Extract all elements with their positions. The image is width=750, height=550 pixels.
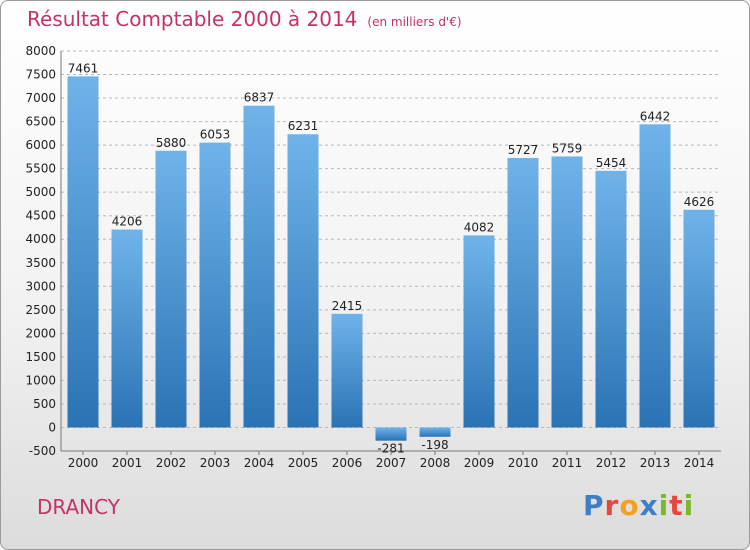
bar-2007: [375, 427, 407, 441]
x-tick-label: 2012: [596, 456, 627, 470]
y-tick-label: 2500: [25, 303, 56, 317]
bar-2009: [463, 235, 495, 428]
bar-2008: [419, 427, 451, 437]
value-label-2011: 5759: [552, 141, 583, 155]
x-tick-label: 2001: [112, 456, 143, 470]
x-tick-label: 2010: [508, 456, 539, 470]
x-tick-label: 2008: [420, 456, 451, 470]
y-tick-label: 4500: [25, 209, 56, 223]
chart-title: Résultat Comptable 2000 à 2014 (en millie…: [27, 7, 462, 31]
value-label-2014: 4626: [684, 195, 715, 209]
bar-2001: [111, 229, 143, 428]
bar-2003: [199, 142, 231, 428]
value-label-2000: 7461: [68, 61, 99, 75]
value-label-2003: 6053: [200, 128, 231, 142]
y-tick-label: 4000: [25, 232, 56, 246]
proxiti-logo: Proxiti: [583, 489, 694, 522]
x-tick-label: 2014: [684, 456, 715, 470]
x-tick-label: 2003: [200, 456, 231, 470]
logo-letter: P: [583, 489, 605, 522]
x-tick-label: 2002: [156, 456, 187, 470]
value-label-2004: 6837: [244, 91, 275, 105]
bar-2011: [551, 156, 583, 428]
bar-2000: [67, 76, 99, 428]
value-label-2007: -281: [377, 442, 404, 456]
x-tick-label: 2013: [640, 456, 671, 470]
y-tick-label: 1000: [25, 373, 56, 387]
x-tick-label: 2006: [332, 456, 363, 470]
value-label-2013: 6442: [640, 109, 671, 123]
logo-letter: o: [619, 489, 640, 522]
logo-letter: t: [669, 489, 684, 522]
y-tick-label: 1500: [25, 350, 56, 364]
value-label-2012: 5454: [596, 156, 627, 170]
x-tick-label: 2000: [68, 456, 99, 470]
bar-2010: [507, 157, 539, 428]
y-tick-label: 0: [48, 420, 56, 434]
value-label-2009: 4082: [464, 220, 495, 234]
value-label-2002: 5880: [156, 136, 187, 150]
y-tick-label: 6500: [25, 115, 56, 129]
bar-2012: [595, 170, 627, 428]
y-tick-label: -500: [29, 444, 56, 458]
x-tick-label: 2004: [244, 456, 275, 470]
y-tick-label: 3500: [25, 256, 56, 270]
value-label-2006: 2415: [332, 299, 363, 313]
x-tick-label: 2007: [376, 456, 407, 470]
logo-letter: x: [639, 489, 659, 522]
y-tick-label: 2000: [25, 326, 56, 340]
bar-2006: [331, 313, 363, 428]
bar-2005: [287, 134, 319, 428]
y-tick-label: 7000: [25, 91, 56, 105]
logo-letter: i: [683, 489, 695, 522]
bar-2014: [683, 209, 715, 428]
place-name: DRANCY: [37, 495, 120, 519]
y-tick-label: 3000: [25, 279, 56, 293]
y-tick-label: 500: [33, 397, 56, 411]
value-label-2005: 6231: [288, 119, 319, 133]
logo-letter: r: [604, 489, 620, 522]
y-tick-label: 6000: [25, 138, 56, 152]
value-label-2008: -198: [421, 438, 448, 452]
y-tick-label: 5000: [25, 185, 56, 199]
bar-2004: [243, 105, 275, 428]
x-tick-label: 2009: [464, 456, 495, 470]
chart-unit: (en milliers d'€): [367, 15, 462, 29]
x-tick-label: 2011: [552, 456, 583, 470]
y-tick-label: 7500: [25, 68, 56, 82]
y-tick-label: 5500: [25, 162, 56, 176]
value-label-2010: 5727: [508, 143, 539, 157]
bar-2013: [639, 124, 671, 428]
x-tick-label: 2005: [288, 456, 319, 470]
value-label-2001: 4206: [112, 215, 143, 229]
bar-2002: [155, 150, 187, 428]
y-tick-label: 8000: [25, 44, 56, 58]
logo-letter: i: [658, 489, 670, 522]
